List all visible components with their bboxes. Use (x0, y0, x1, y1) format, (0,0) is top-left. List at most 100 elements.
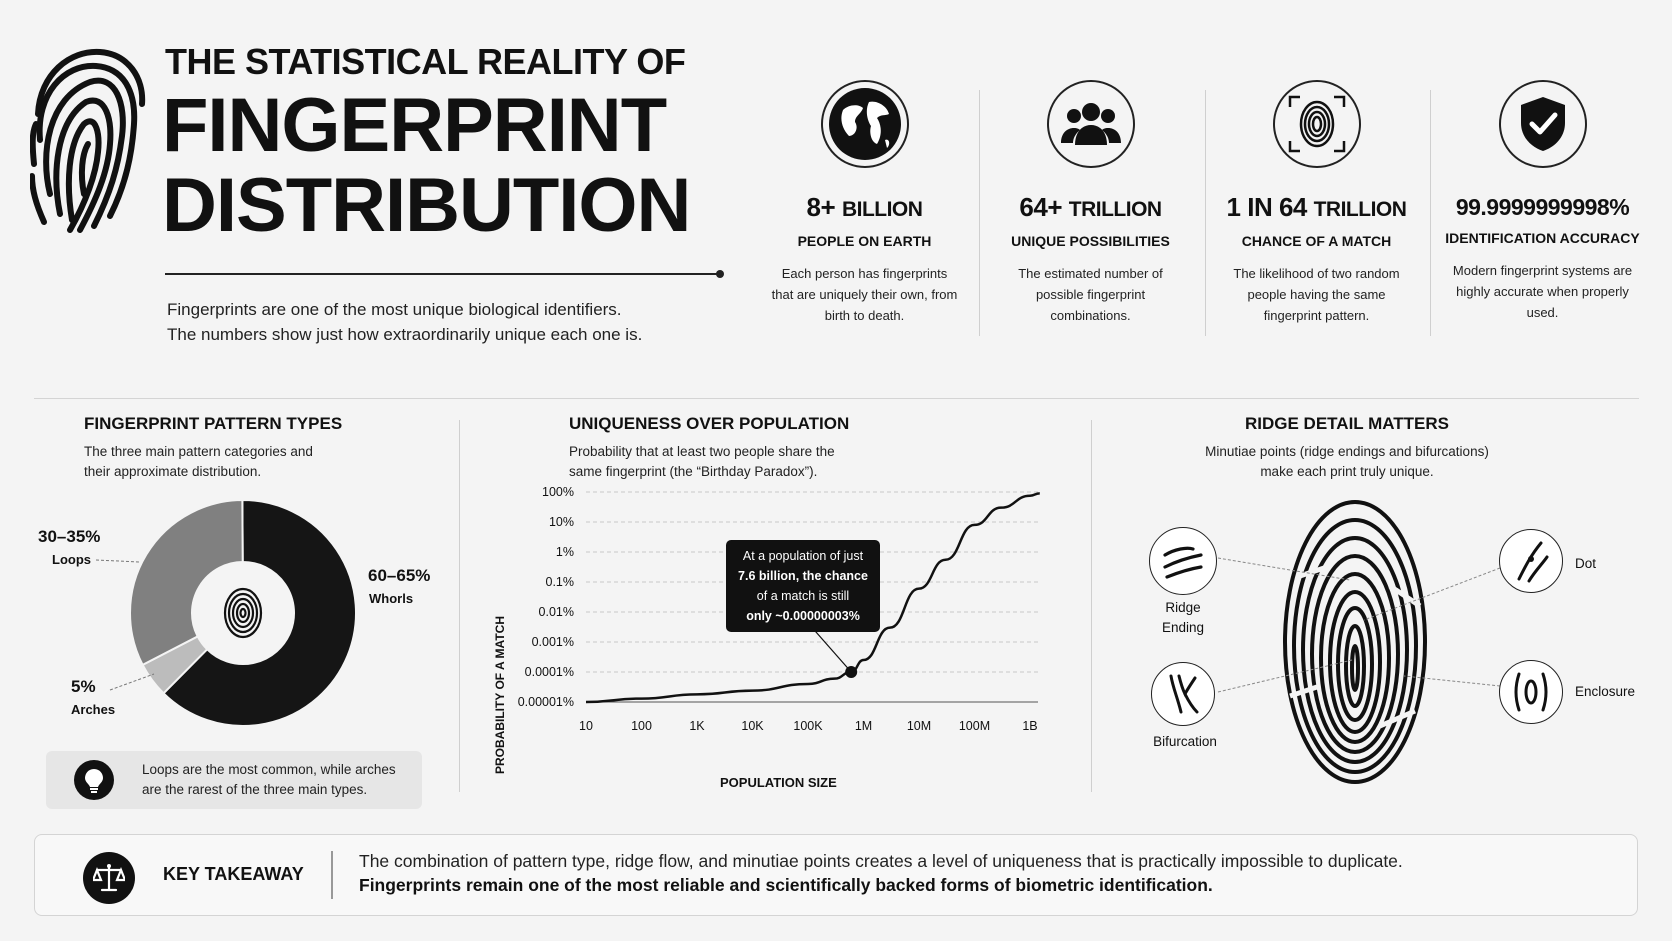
bifurcation-icon (1151, 662, 1215, 726)
enclosure-icon (1499, 660, 1563, 724)
page-title-line1: FINGERPRINT (162, 83, 667, 168)
x-tick-label: 100M (959, 719, 990, 733)
uniqueness-line-chart: 100% 10% 1% 0.1% 0.01% 0.001% 0.0001% 0.00001% 1… (518, 485, 1040, 733)
dot-label: Dot (1575, 556, 1597, 571)
patterns-subtitle: The three main pattern categories and th… (84, 442, 313, 482)
callout-line: 7.6 billion, the chance (738, 569, 868, 583)
ridge-ending-icon (1149, 527, 1217, 595)
donut-hole (193, 563, 293, 663)
title-divider (165, 273, 721, 275)
loops-pct-label: 30–35% (38, 527, 101, 546)
page-title-line2: DISTRIBUTION (162, 163, 691, 248)
stat-accuracy: 99.9999999998% IDENTIFICATION ACCURACY M… (1430, 80, 1655, 323)
y-tick-label: 100% (542, 485, 574, 499)
y-axis-label-wrap: PROBABILITY OF A MATCH (466, 590, 532, 800)
chart-title: UNIQUENESS OVER POPULATION (569, 414, 850, 433)
arches-pct-label: 5% (71, 677, 96, 696)
callout-line: of a match is still (756, 589, 850, 603)
x-tick-label: 100K (793, 719, 823, 733)
stat-value: 1 IN 64 TRILLION (1204, 192, 1429, 225)
y-tick-label: 0.1% (546, 575, 575, 589)
stat-divider (979, 90, 980, 336)
arches-label: Arches (71, 702, 116, 717)
dot-minutia-icon (1499, 529, 1563, 593)
y-tick-label: 0.0001% (525, 665, 574, 679)
fingerprint-scan-icon (1272, 80, 1361, 168)
subtitle-line: same fingerprint (the “Birthday Paradox”… (569, 464, 818, 479)
subtitle-line: make each print truly unique. (1260, 464, 1434, 479)
y-tick-label: 0.00001% (518, 695, 574, 709)
loops-label: Loops (52, 552, 91, 567)
stat-value-unit: BILLION (841, 198, 923, 221)
whorls-pct-label: 60–65% (368, 566, 431, 585)
pattern-donut-chart (129, 498, 357, 727)
stat-divider (1205, 90, 1206, 336)
stat-value: 64+ TRILLION (978, 192, 1203, 225)
y-tick-label: 1% (556, 545, 574, 559)
stat-value-main: 64+ (1019, 192, 1063, 222)
pattern-tip-text: Loops are the most common, while arches … (142, 760, 412, 800)
fingerprint-center-icon (223, 587, 263, 639)
y-tick-label: 0.001% (532, 635, 574, 649)
key-takeaway-box: KEY TAKEAWAY The combination of pattern … (34, 834, 1638, 916)
stat-description: Modern fingerprint systems are highly ac… (1452, 263, 1633, 320)
title-prefix: THE STATISTICAL REALITY OF (165, 41, 686, 82)
stat-label: UNIQUE POSSIBILITIES (1011, 233, 1170, 249)
stat-value-unit: TRILLION (1313, 198, 1407, 221)
series-line (585, 492, 1040, 704)
globe-icon (820, 80, 909, 168)
arches-leader-line (109, 673, 155, 691)
ridge-ending-label: Ridge Ending (1149, 598, 1217, 638)
x-axis-label: POPULATION SIZE (720, 775, 837, 790)
stat-value-main: 99.9999999998% (1455, 194, 1630, 220)
stat-label: CHANCE OF A MATCH (1241, 233, 1392, 249)
large-fingerprint-icon (1283, 500, 1427, 784)
x-tick-label: 1K (689, 719, 705, 733)
stat-description: The estimated number of possible fingerp… (1018, 266, 1163, 323)
donut-slice-loops (129, 498, 244, 667)
label-line: Ridge (1165, 600, 1201, 615)
callout-line: only ~0.00000003% (746, 609, 860, 623)
subtitle-line: their approximate distribution. (84, 464, 262, 479)
subtitle-line: Minutiae points (ridge endings and bifur… (1205, 444, 1489, 459)
subtitle-line: The three main pattern categories and (84, 444, 313, 459)
takeaway-line2: Fingerprints remain one of the most reli… (359, 875, 1213, 895)
x-tick-label: 100 (631, 719, 652, 733)
label-line: Ending (1161, 620, 1205, 635)
stat-value-main: 1 IN 64 (1226, 192, 1308, 222)
intro-line: Fingerprints are one of the most unique … (167, 300, 622, 319)
section-vdivider (459, 420, 460, 792)
subtitle-line: Probability that at least two people sha… (569, 444, 835, 459)
x-tick-label: 10K (741, 719, 764, 733)
y-axis-label: PROBABILITY OF A MATCH (493, 616, 507, 774)
section-vdivider (1091, 420, 1092, 792)
x-tick-label: 10 (579, 719, 593, 733)
stat-possibilities: 64+ TRILLION UNIQUE POSSIBILITIES The es… (978, 80, 1203, 326)
tip-line: are the rarest of the three main types. (142, 782, 368, 797)
chart-subtitle: Probability that at least two people sha… (569, 442, 835, 482)
enclosure-label: Enclosure (1575, 684, 1636, 699)
key-takeaway-label: KEY TAKEAWAY (163, 864, 304, 884)
title-divider-dot (716, 270, 724, 278)
stat-people: 8+ BILLION PEOPLE ON EARTH Each person h… (752, 80, 977, 326)
y-tick-label: 10% (549, 515, 574, 529)
takeaway-line1: The combination of pattern type, ridge f… (359, 851, 1403, 871)
minutiae-leader-lines (1217, 557, 1501, 693)
stat-value: 99.9999999998% (1430, 192, 1655, 222)
stat-description: The likelihood of two random people havi… (1233, 266, 1400, 323)
loops-leader-line (95, 559, 141, 563)
shield-check-icon (1498, 80, 1587, 168)
stat-match-chance: 1 IN 64 TRILLION CHANCE OF A MATCH The l… (1204, 80, 1429, 326)
patterns-title: FINGERPRINT PATTERN TYPES (84, 414, 343, 433)
lightbulb-icon (74, 760, 114, 800)
people-icon (1046, 80, 1135, 168)
intro-line: The numbers show just how extraordinaril… (167, 325, 643, 344)
intro-text: Fingerprints are one of the most unique … (167, 297, 727, 347)
stat-label: PEOPLE ON EARTH (797, 233, 932, 249)
section-divider (34, 398, 1639, 399)
stat-description: Each person has fingerprints that are un… (771, 266, 958, 323)
whorls-label: Whorls (369, 591, 414, 606)
stat-label: IDENTIFICATION ACCURACY (1445, 230, 1640, 246)
callout-line: At a population of just (742, 549, 864, 563)
stat-divider (1430, 90, 1431, 336)
